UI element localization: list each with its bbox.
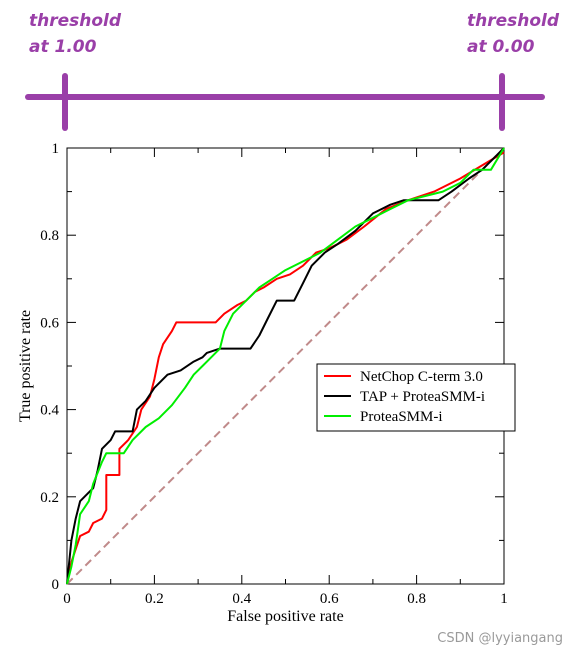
x-tick-label: 1 bbox=[500, 591, 508, 607]
roc-series bbox=[66, 147, 505, 585]
threshold-left-line2: at 1.00 bbox=[29, 37, 97, 57]
y-tick-label: 0.8 bbox=[40, 228, 59, 244]
series-line-0 bbox=[66, 151, 505, 585]
x-axis-label: False positive rate bbox=[227, 608, 343, 625]
series-line-2 bbox=[66, 147, 505, 585]
x-tick-label: 0.6 bbox=[320, 591, 339, 607]
y-axis-label: True positive rate bbox=[17, 310, 34, 422]
threshold-right-line1: threshold bbox=[467, 11, 560, 31]
x-tick-label: 0 bbox=[63, 591, 71, 607]
legend-label-1: TAP + ProteaSMM-i bbox=[360, 389, 485, 405]
threshold-right-line2: at 0.00 bbox=[467, 37, 535, 57]
x-tick-label: 0.2 bbox=[145, 591, 164, 607]
legend-label-2: ProteaSMM-i bbox=[360, 409, 443, 425]
y-tick-label: 0.6 bbox=[40, 315, 59, 331]
y-tick-label: 1 bbox=[52, 141, 60, 157]
threshold-left-line1: threshold bbox=[29, 11, 122, 31]
legend: NetChop C-term 3.0 TAP + ProteaSMM-i Prote… bbox=[316, 363, 516, 432]
y-tick-label: 0 bbox=[52, 577, 60, 593]
threshold-scale bbox=[25, 73, 545, 131]
x-tick-label: 0.4 bbox=[232, 591, 251, 607]
y-tick-label: 0.4 bbox=[40, 403, 59, 419]
x-tick-label: 0.8 bbox=[407, 591, 426, 607]
watermark: CSDN @lyyiangang bbox=[437, 631, 563, 646]
legend-label-0: NetChop C-term 3.0 bbox=[360, 369, 483, 385]
y-tick-label: 0.2 bbox=[40, 490, 59, 506]
axis-tick-labels: 00 0.2 0.2 0.4 0.4 0.6 0.6 0.8 0.8 1 1 bbox=[40, 141, 508, 607]
random-diagonal bbox=[66, 147, 505, 585]
